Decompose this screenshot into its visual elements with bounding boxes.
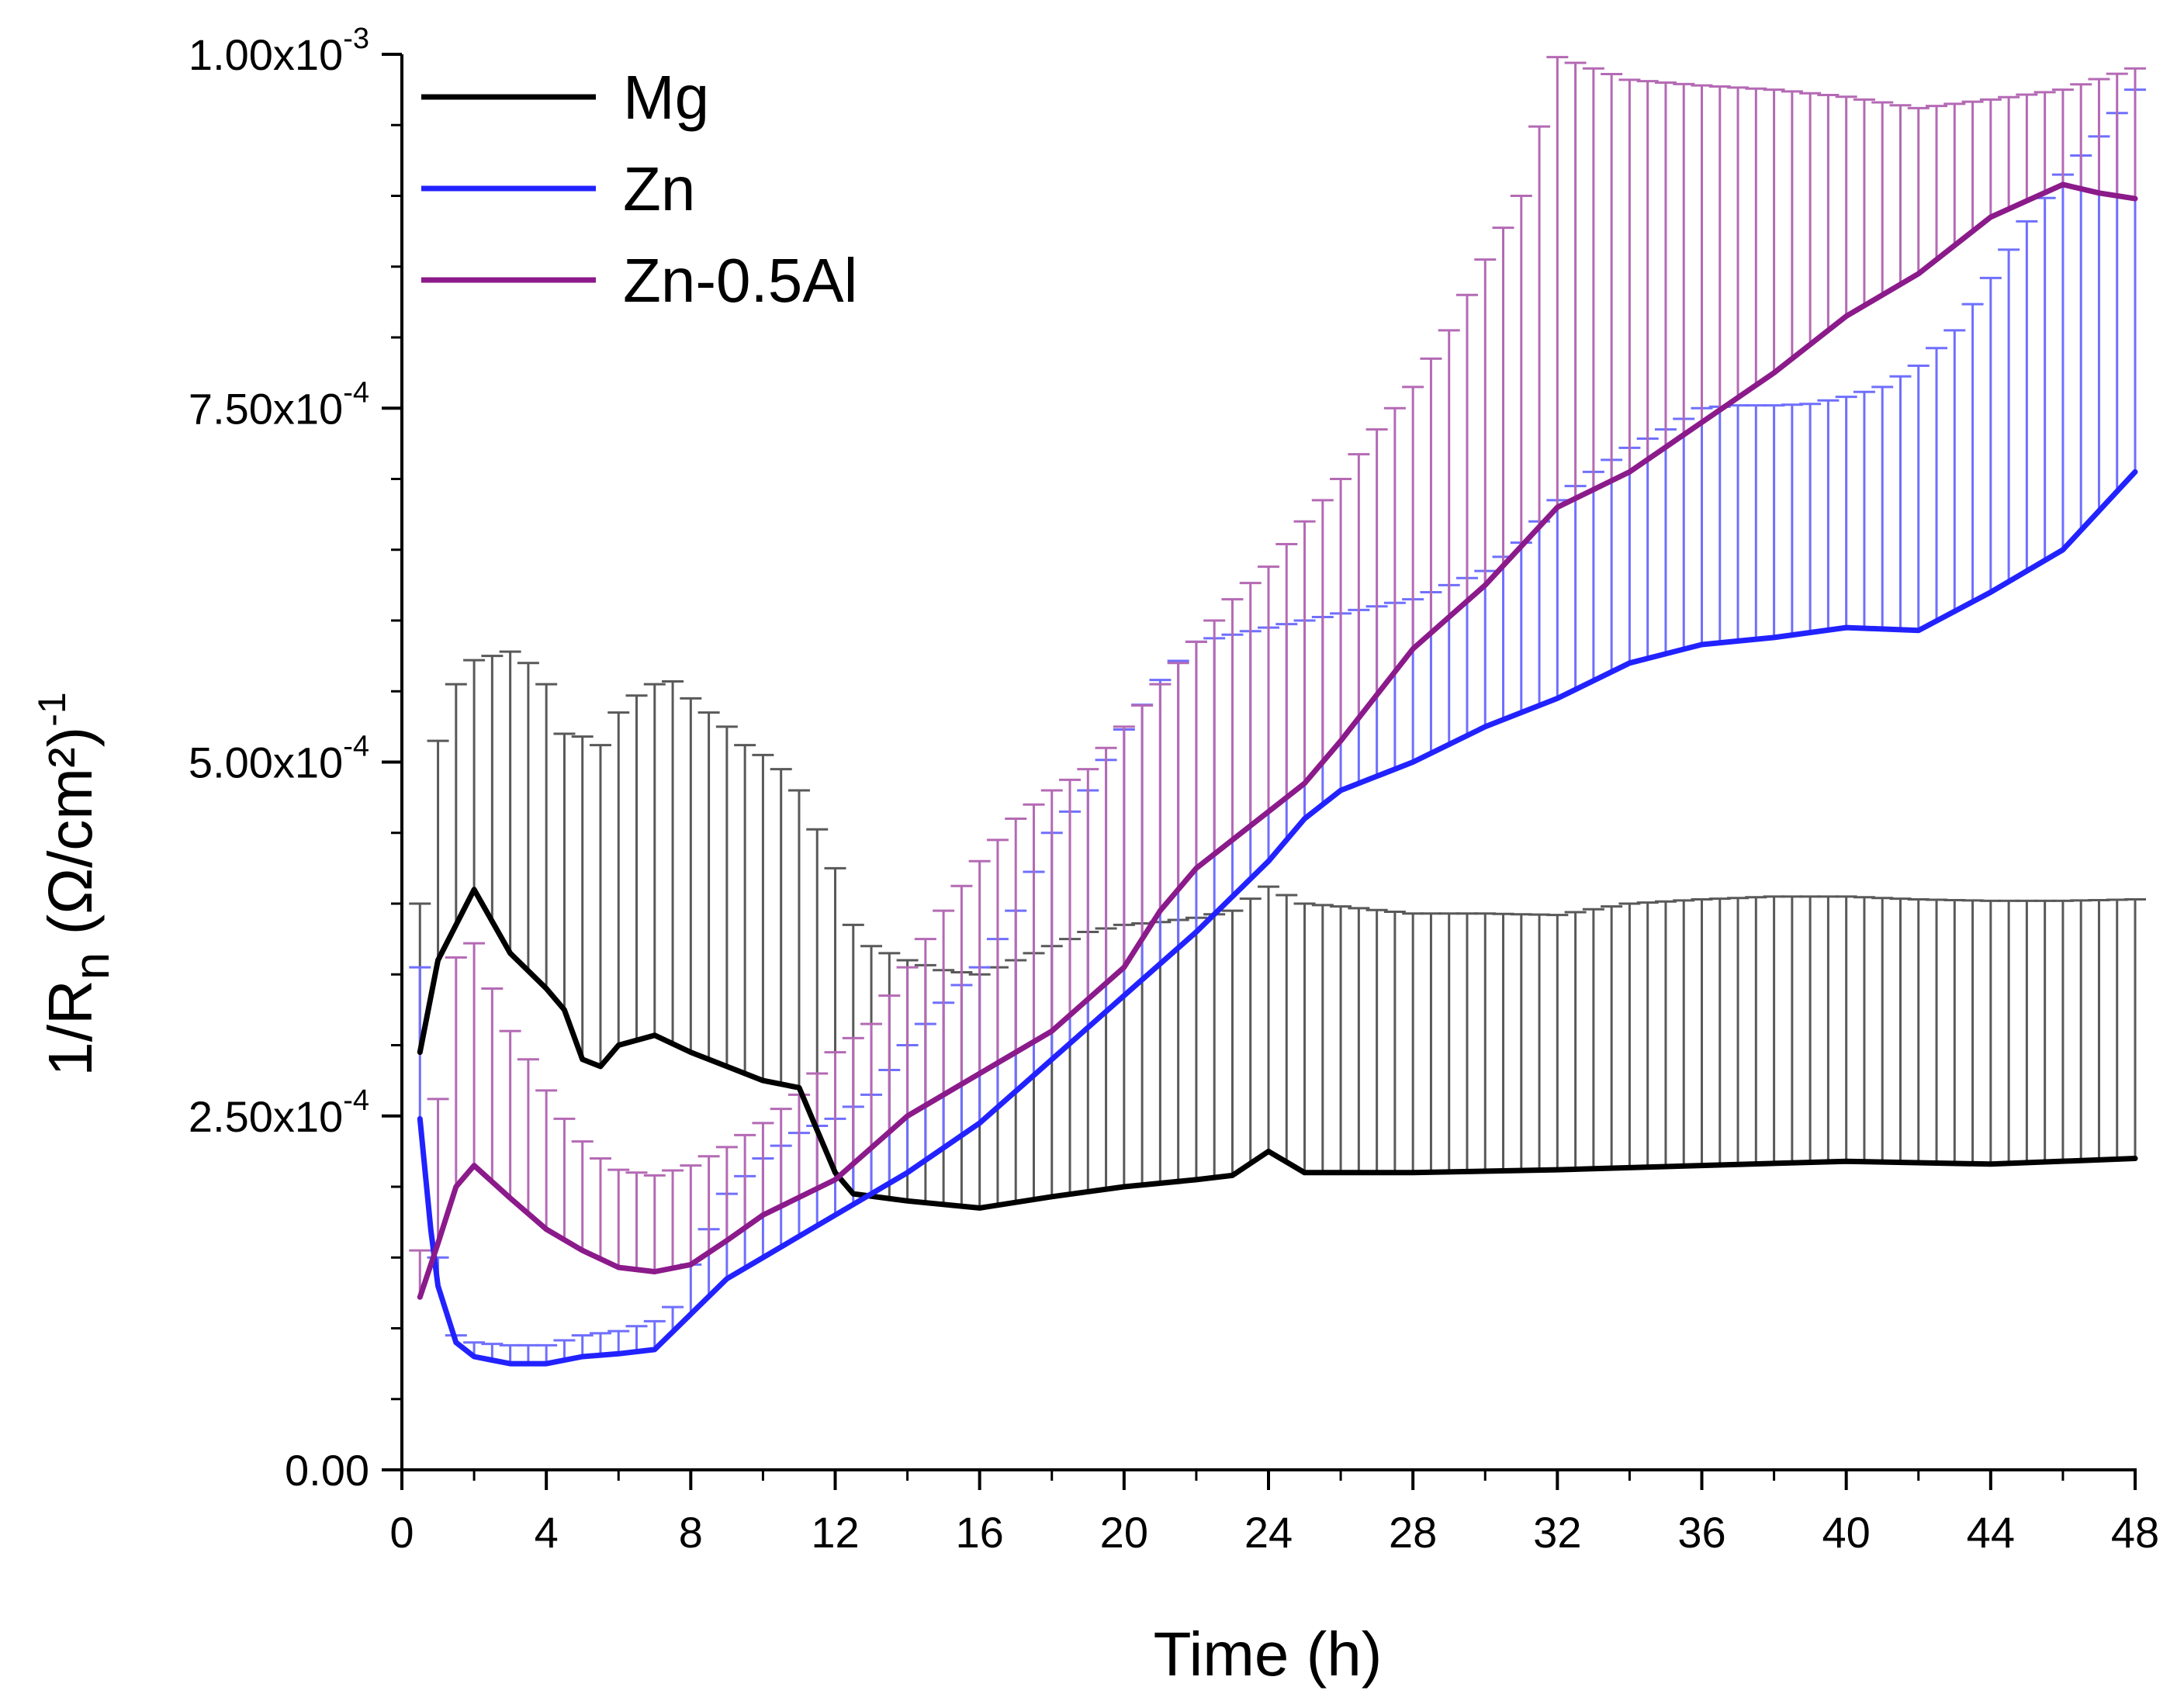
series-line-mg bbox=[417, 887, 2138, 1211]
series-lines bbox=[417, 182, 2138, 1367]
legend-label-mg: Mg bbox=[623, 63, 709, 132]
x-tick-label: 12 bbox=[811, 1508, 859, 1557]
x-tick-label: 16 bbox=[956, 1508, 1004, 1557]
legend-label-zn-0-5al: Zn-0.5Al bbox=[623, 246, 857, 315]
series-line-zn-0-5al bbox=[417, 182, 2138, 1300]
y-tick-label: 0.00 bbox=[285, 1446, 369, 1495]
x-tick-label: 44 bbox=[1967, 1508, 2015, 1557]
y-tick-label: 2.50x10-4 bbox=[189, 1084, 369, 1141]
y-axis-title-main: 1/R bbox=[36, 980, 105, 1077]
axes: 0 4 8 12 16 20 24 28 32 36 40 44 480.002.50x10-45.00… bbox=[189, 22, 2159, 1557]
x-tick-label: 40 bbox=[1822, 1508, 1871, 1557]
x-tick-label: 0 bbox=[389, 1508, 414, 1557]
y-tick-label: 7.50x10-4 bbox=[189, 376, 369, 433]
x-tick-label: 28 bbox=[1389, 1508, 1437, 1557]
legend: Mg Zn Zn-0.5Al bbox=[421, 63, 857, 315]
y-tick-label: 5.00x10-4 bbox=[189, 731, 369, 787]
legend-label-zn: Zn bbox=[623, 154, 695, 223]
x-tick-label: 24 bbox=[1244, 1508, 1293, 1557]
x-tick-label: 36 bbox=[1677, 1508, 1725, 1557]
series-line-zn bbox=[417, 468, 2138, 1367]
y-axis-title-unit: (Ω/cm²) bbox=[36, 727, 105, 935]
y-tick-label: 1.00x10-3 bbox=[189, 22, 369, 79]
x-tick-label: 8 bbox=[679, 1508, 703, 1557]
x-tick-label: 48 bbox=[2111, 1508, 2159, 1557]
x-tick-label: 20 bbox=[1100, 1508, 1148, 1557]
x-tick-label: 4 bbox=[535, 1508, 559, 1557]
errorbars-znal bbox=[409, 56, 2146, 1298]
y-axis-title-exp: -1 bbox=[30, 692, 74, 726]
y-axis-title-sub: n bbox=[64, 952, 119, 980]
x-tick-label: 32 bbox=[1533, 1508, 1581, 1557]
x-axis-title: Time (h) bbox=[1154, 1620, 1383, 1689]
svg-text:1/Rn (Ω/cm²)-1: 1/Rn (Ω/cm²)-1 bbox=[30, 692, 119, 1076]
errorbars-mg bbox=[409, 650, 2146, 1208]
plot-area bbox=[409, 56, 2146, 1367]
y-axis-title: 1/Rn (Ω/cm²)-1 bbox=[30, 692, 119, 1076]
